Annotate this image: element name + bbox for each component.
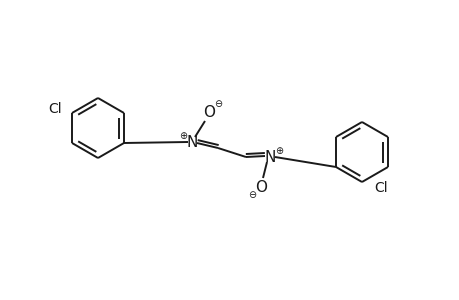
Text: ⊕: ⊕ xyxy=(179,131,187,141)
Text: N: N xyxy=(264,149,275,164)
Text: ⊕: ⊕ xyxy=(274,146,282,156)
Text: O: O xyxy=(254,179,266,194)
Text: Cl: Cl xyxy=(373,181,387,195)
Text: Cl: Cl xyxy=(48,102,62,116)
Text: ⊖: ⊖ xyxy=(213,99,222,109)
Text: N: N xyxy=(186,134,197,149)
Text: O: O xyxy=(202,104,214,119)
Text: ⊖: ⊖ xyxy=(247,190,256,200)
